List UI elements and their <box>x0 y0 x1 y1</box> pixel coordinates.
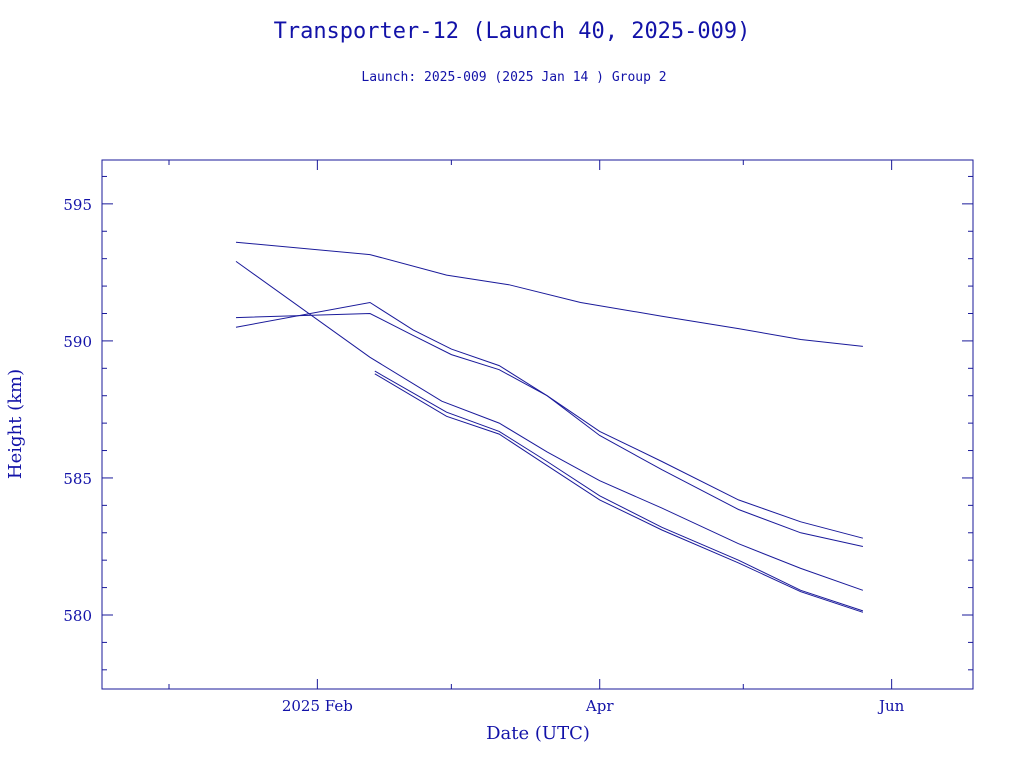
y-tick-label: 585 <box>63 470 92 488</box>
x-axis-label: Date (UTC) <box>486 723 590 744</box>
chart-subtitle: Launch: 2025-009 (2025 Jan 14 ) Group 2 <box>361 70 666 85</box>
y-axis-label: Height (km) <box>5 369 26 479</box>
series-group <box>235 241 864 613</box>
y-tick-label: 595 <box>63 196 92 214</box>
series-line-2 <box>235 301 864 539</box>
chart-title: Transporter-12 (Launch 40, 2025-009) <box>274 19 751 44</box>
series-line-4 <box>235 260 864 591</box>
x-tick-label: Apr <box>585 697 614 715</box>
series-line-3 <box>235 312 864 547</box>
x-tick-label: 2025 Feb <box>282 697 353 715</box>
plot-frame <box>101 159 974 690</box>
y-tick-label: 590 <box>63 333 92 351</box>
series-line-5 <box>374 370 864 612</box>
axis-ticks <box>102 160 973 689</box>
x-tick-label: Jun <box>877 697 905 715</box>
axis-tick-labels: 2025 Feb Apr Jun 580 585 590 595 <box>63 196 904 715</box>
y-tick-label: 580 <box>63 607 92 625</box>
series-line-1 <box>235 241 863 347</box>
series-line-6 <box>374 373 864 613</box>
